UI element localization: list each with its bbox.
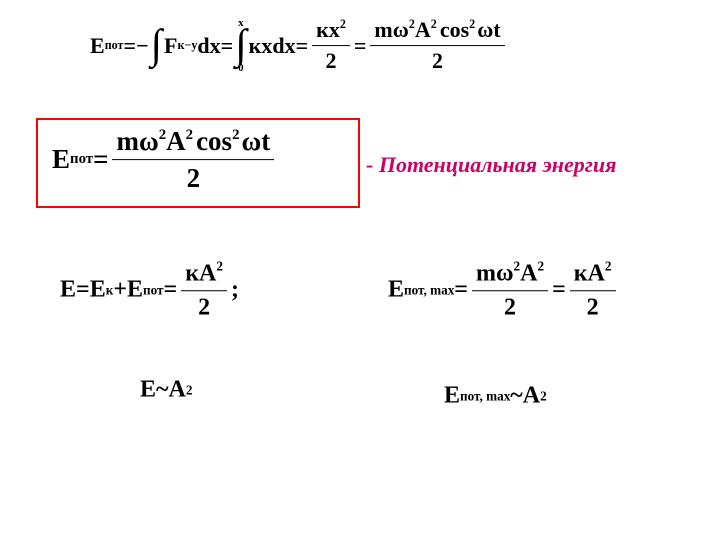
tilde: ~ (510, 383, 522, 410)
page: { "page": { "width": 720, "height": 540,… (0, 0, 720, 540)
A: A (166, 125, 186, 157)
omega: ω (477, 17, 493, 43)
equals: = (454, 276, 468, 303)
fraction-kA2-2: кA2 2 (570, 258, 616, 321)
symbol-Ek: E (90, 276, 106, 303)
sup-2: 2 (431, 17, 437, 31)
fraction-kx2-2: кx2 2 (312, 17, 350, 75)
sup-2: 2 (514, 258, 521, 273)
subscript-potmax: пот, max (460, 388, 510, 404)
t: t (261, 125, 270, 157)
A: A (523, 383, 540, 410)
fraction-kA2-2: кA2 2 (181, 258, 227, 321)
den-2: 2 (583, 293, 603, 322)
sup-2: 2 (340, 17, 346, 31)
equals: = (123, 33, 136, 59)
integral-2: x ∫ 0 (235, 18, 246, 73)
sup-2: 2 (540, 388, 547, 404)
sup-2: 2 (216, 258, 223, 273)
equation-potential-boxed: E пот = mω2A2cos2ωt 2 (52, 125, 278, 195)
A: A (169, 377, 186, 404)
fraction-boxed: mω2A2cos2ωt 2 (112, 125, 274, 195)
symbol-E: E (444, 383, 460, 410)
symbol-E: E (60, 276, 76, 303)
kappa: к (185, 259, 199, 288)
integral-1: ∫ (151, 18, 162, 73)
omega: ω (393, 17, 409, 43)
den-2: 2 (428, 49, 447, 75)
equals: = (76, 276, 90, 303)
cos: cos (196, 125, 232, 157)
dx: dx (272, 33, 295, 59)
subscript-pot: пот (143, 282, 164, 298)
kappa: к (574, 259, 588, 288)
A: A (199, 259, 216, 288)
sup-2: 2 (605, 258, 612, 273)
caption-potential-energy: - Потенциальная энергия (366, 152, 616, 178)
symbol-E: E (140, 377, 156, 404)
equation-potential-derivation: E пот = − ∫ F к−у dx = x ∫ 0 к x dx = кx… (90, 17, 509, 75)
semicolon: ; (231, 276, 239, 303)
equation-E-prop-A2: E ~ A 2 (140, 377, 192, 404)
t: t (493, 17, 500, 43)
sup-2: 2 (159, 127, 166, 143)
m: m (116, 125, 139, 157)
kappa: к (249, 33, 262, 59)
den-2: 2 (183, 163, 205, 195)
den-2: 2 (322, 49, 341, 75)
symbol-E: E (388, 276, 404, 303)
omega: ω (139, 125, 159, 157)
equals: = (552, 276, 566, 303)
cos: cos (440, 17, 469, 43)
sup-2: 2 (186, 382, 193, 398)
equals: = (354, 33, 367, 59)
symbol-Epot: E (127, 276, 143, 303)
sup-2: 2 (469, 17, 475, 31)
integral-symbol: ∫ (151, 29, 162, 62)
m: m (374, 17, 392, 43)
subscript-potmax: пот, max (404, 282, 454, 298)
sup-2: 2 (186, 127, 193, 143)
equals: = (221, 33, 234, 59)
subscript-ky: к−у (177, 39, 197, 54)
minus: − (136, 33, 149, 59)
equals: = (164, 276, 178, 303)
fraction-momega2A2-2: mω2A2 2 (472, 258, 548, 321)
dx: dx (197, 33, 220, 59)
equals: = (93, 145, 108, 176)
sup-2: 2 (232, 127, 239, 143)
den-2: 2 (194, 293, 214, 322)
x: x (261, 33, 272, 59)
integral-symbol: ∫ (235, 29, 246, 62)
equals: = (296, 33, 309, 59)
subscript-pot: пот (70, 152, 93, 169)
sup-2: 2 (537, 258, 544, 273)
subscript-k: к (106, 282, 114, 298)
integral-lower: 0 (238, 63, 244, 74)
m: m (476, 259, 496, 288)
equation-potential-max: E пот, max = mω2A2 2 = кA2 2 (388, 258, 620, 321)
symbol-E: E (90, 33, 105, 59)
equation-Epotmax-prop-A2: E пот, max ~ A 2 (444, 383, 547, 410)
omega: ω (242, 125, 262, 157)
fraction-momega2A2cos2-2: mω2A2cos2ωt 2 (370, 17, 504, 75)
kappa: к (316, 17, 329, 43)
x: x (329, 17, 340, 43)
den-2: 2 (500, 293, 520, 322)
A: A (520, 259, 537, 288)
symbol-E: E (52, 145, 70, 176)
symbol-F: F (164, 33, 177, 59)
omega: ω (496, 259, 514, 288)
A: A (415, 17, 431, 43)
tilde: ~ (156, 377, 168, 404)
plus: + (113, 276, 127, 303)
subscript-pot: пот (105, 39, 124, 54)
equation-total-energy: E = E к + E пот = кA2 2 ; (60, 258, 239, 321)
A: A (588, 259, 605, 288)
